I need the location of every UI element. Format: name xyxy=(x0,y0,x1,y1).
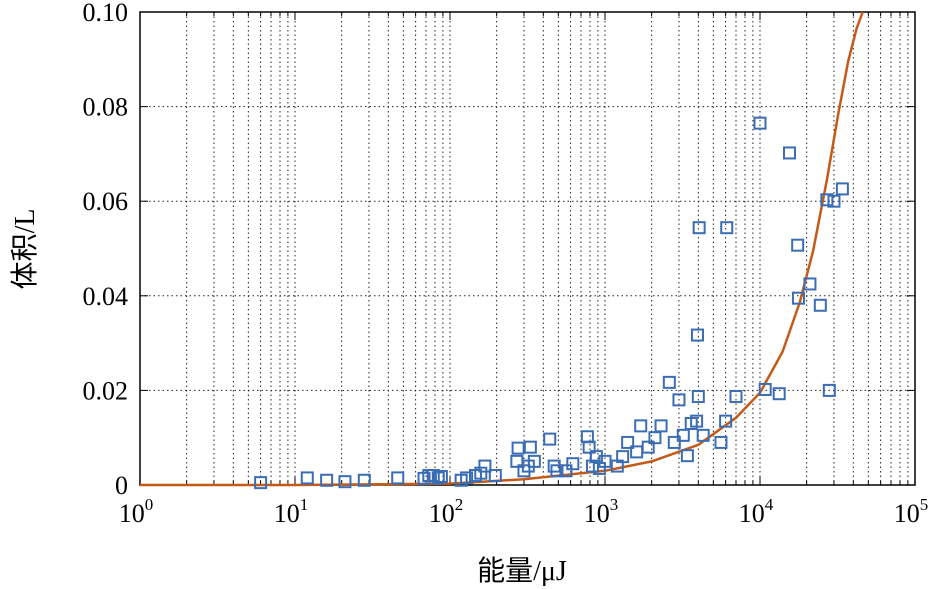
data-point xyxy=(690,328,704,342)
tick-marks xyxy=(140,11,915,486)
data-point xyxy=(434,469,448,483)
data-point xyxy=(820,193,834,207)
data-point xyxy=(527,454,541,468)
data-point xyxy=(478,459,492,473)
y-tick-label: 0 xyxy=(115,471,128,500)
data-point xyxy=(641,440,655,454)
data-point xyxy=(791,238,805,252)
fit-curve-group xyxy=(140,11,864,487)
x-tick-label: 101 xyxy=(274,495,309,528)
y-tick-labels: 0 0.02 0.04 0.06 0.08 0.10 xyxy=(83,0,129,500)
data-point xyxy=(474,466,488,480)
data-point xyxy=(813,298,827,312)
data-point xyxy=(460,471,474,485)
data-point xyxy=(667,435,681,449)
plot-frame xyxy=(139,11,916,486)
data-point xyxy=(654,419,668,433)
data-point xyxy=(585,459,599,473)
data-point xyxy=(719,414,733,428)
data-point xyxy=(488,469,502,483)
data-point xyxy=(357,473,371,487)
data-point xyxy=(662,375,676,389)
y-tick-label: 0.06 xyxy=(83,187,129,216)
data-point xyxy=(300,471,314,485)
data-point xyxy=(729,390,743,404)
data-point xyxy=(791,291,805,305)
x-tick-label: 105 xyxy=(894,495,929,528)
data-point xyxy=(254,476,268,490)
data-point xyxy=(523,440,537,454)
data-point xyxy=(511,441,525,455)
data-point xyxy=(320,473,334,487)
data-point xyxy=(692,221,706,235)
fit-curve xyxy=(140,11,864,487)
data-point xyxy=(772,387,786,401)
data-point xyxy=(598,454,612,468)
data-point xyxy=(753,116,767,130)
data-point xyxy=(391,471,405,485)
x-tick-label: 103 xyxy=(584,495,619,528)
data-point xyxy=(714,435,728,449)
data-point xyxy=(582,440,596,454)
data-point xyxy=(621,435,635,449)
data-point xyxy=(827,194,841,208)
data-point xyxy=(559,464,573,478)
x-tick-label: 104 xyxy=(739,495,774,528)
data-point xyxy=(431,471,445,485)
x-tick-label: 100 xyxy=(119,495,154,528)
data-point xyxy=(566,457,580,471)
data-point xyxy=(338,475,352,489)
data-point xyxy=(634,419,648,433)
data-point xyxy=(803,277,817,291)
data-point xyxy=(720,221,734,235)
y-axis-label: 体积/L xyxy=(9,209,41,290)
data-point xyxy=(835,182,849,196)
data-point xyxy=(822,383,836,397)
y-tick-label: 0.10 xyxy=(83,0,129,27)
scatter-points xyxy=(254,116,849,490)
data-point xyxy=(672,393,686,407)
data-point xyxy=(580,430,594,444)
data-point xyxy=(783,146,797,160)
data-point xyxy=(676,428,690,442)
data-point xyxy=(691,390,705,404)
data-point xyxy=(543,432,557,446)
x-axis-label: 能量/μJ xyxy=(477,555,567,587)
data-point xyxy=(696,428,710,442)
data-point xyxy=(758,382,772,396)
x-tick-labels: 100 101 102 103 104 105 xyxy=(119,495,929,528)
y-tick-label: 0.08 xyxy=(83,93,129,122)
data-point xyxy=(616,450,630,464)
grid-lines xyxy=(140,12,915,485)
y-tick-label: 0.04 xyxy=(83,282,129,311)
data-point xyxy=(680,449,694,463)
x-tick-label: 102 xyxy=(429,495,464,528)
y-tick-label: 0.02 xyxy=(83,376,129,405)
data-point xyxy=(550,464,564,478)
data-point xyxy=(690,414,704,428)
